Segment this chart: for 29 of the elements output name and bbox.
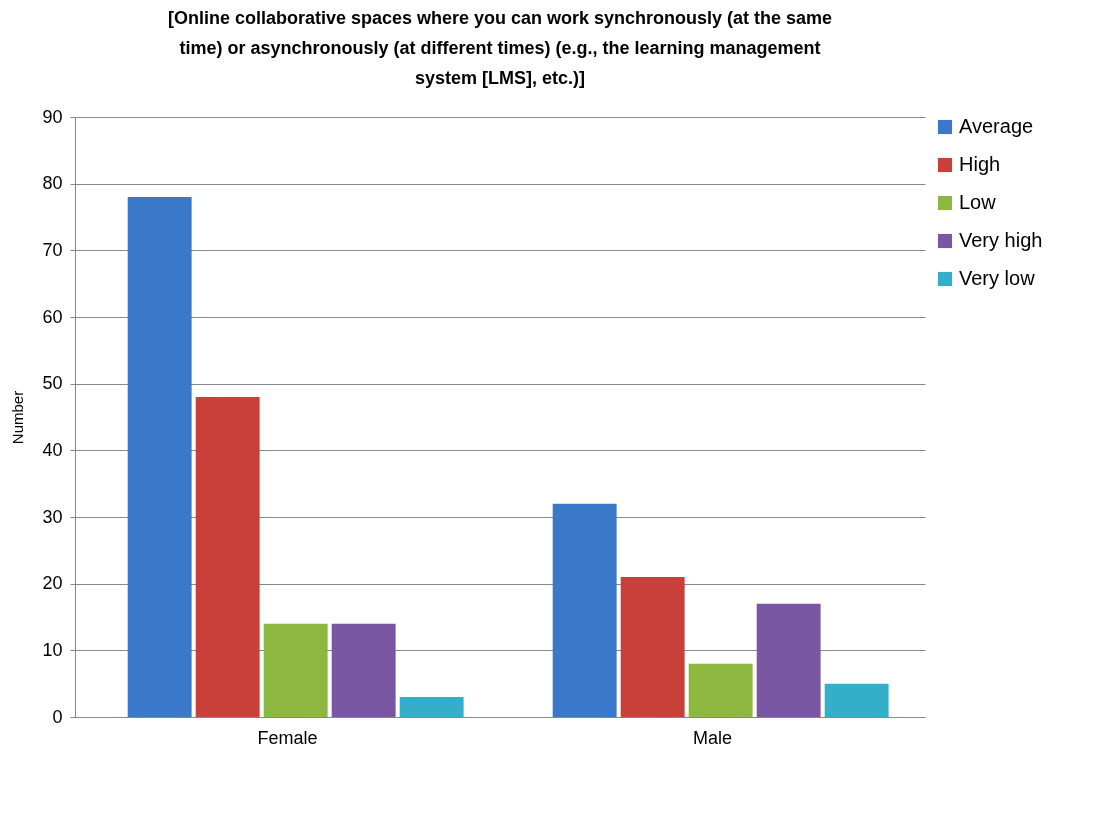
bar xyxy=(824,683,889,717)
bar xyxy=(399,697,464,717)
y-tick-label: 10 xyxy=(42,639,63,660)
y-tick-label: 40 xyxy=(42,439,63,460)
y-tick-label: 70 xyxy=(42,239,63,260)
legend-label: Very low xyxy=(959,267,1036,289)
bar xyxy=(756,603,821,717)
legend-label: Very high xyxy=(959,229,1043,251)
bar xyxy=(620,577,685,717)
bar xyxy=(552,503,617,717)
chart-title: [Online collaborative spaces where you can work synchronously (at the same time) or asynchronously (at different times) (e.g., the learning management system [LMS], etc.)] xyxy=(167,8,833,88)
y-tick-label: 0 xyxy=(52,706,63,727)
y-tick-label: 80 xyxy=(42,173,63,194)
bar xyxy=(127,197,192,717)
y-tick-label: 60 xyxy=(42,306,63,327)
y-axis-title: Number xyxy=(9,390,27,445)
y-tick-label: 50 xyxy=(42,373,63,394)
legend-label: Average xyxy=(959,115,1034,137)
y-tick-label: 90 xyxy=(42,106,63,127)
x-tick-label: Female xyxy=(257,727,318,748)
legend-label: High xyxy=(959,153,1001,175)
bar xyxy=(688,663,753,717)
y-tick-label: 20 xyxy=(42,573,63,594)
x-tick-label: Male xyxy=(692,727,733,748)
bar xyxy=(331,623,396,717)
y-tick-label: 30 xyxy=(42,506,63,527)
legend-label: Low xyxy=(959,191,997,213)
bar xyxy=(263,623,328,717)
bar xyxy=(195,397,260,717)
